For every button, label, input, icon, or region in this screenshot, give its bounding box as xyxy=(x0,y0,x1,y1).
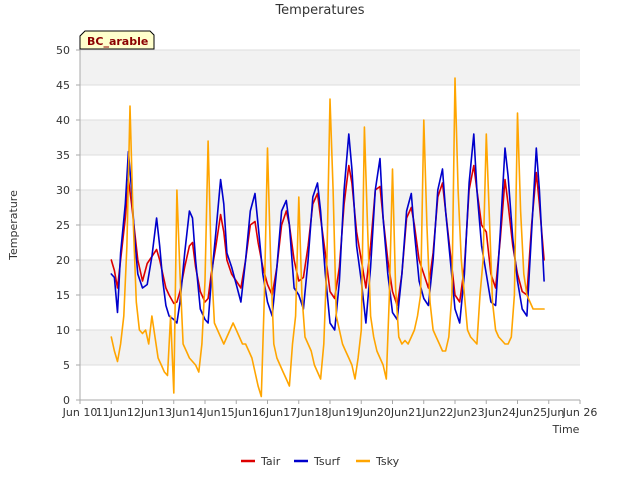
x-tick-label: 17Jun xyxy=(283,406,314,419)
x-tick-label: 21Jun xyxy=(408,406,439,419)
x-tick-label: 18Jun xyxy=(314,406,345,419)
legend: Tair Tsurf Tsky xyxy=(241,455,400,468)
y-tick-label: 15 xyxy=(56,289,70,302)
x-tick-label: 20Jun xyxy=(377,406,408,419)
x-tick-label: 12Jun xyxy=(127,406,158,419)
y-tick-label: 35 xyxy=(56,149,70,162)
x-axis-label: Time xyxy=(552,423,580,436)
y-tick-label: 10 xyxy=(56,324,70,337)
x-tick-label: 19Jun xyxy=(346,406,377,419)
legend-label-tair: Tair xyxy=(260,455,281,468)
series-lines xyxy=(110,77,545,398)
x-tick-label: 25Jun xyxy=(533,406,564,419)
series-line-tsky xyxy=(110,77,545,398)
x-tick-label: 13Jun xyxy=(158,406,189,419)
x-tick-label: Jun 10 xyxy=(62,406,98,419)
y-tick-label: 40 xyxy=(56,114,70,127)
site-badge-label: BC_arable xyxy=(87,35,148,48)
series-line-tsurf xyxy=(110,133,545,331)
x-tick-label: 16Jun xyxy=(252,406,283,419)
grid-band xyxy=(80,50,580,85)
site-badge-box xyxy=(79,30,155,50)
x-tick-label: 22Jun xyxy=(439,406,470,419)
x-tick-label: 15Jun xyxy=(221,406,252,419)
grid-band xyxy=(80,190,580,225)
chart-title: Temperatures xyxy=(274,3,364,18)
y-tick-label: 20 xyxy=(56,254,70,267)
x-tick-label: Jun 26 xyxy=(562,406,598,419)
x-tick-label: 11Jun xyxy=(96,406,127,419)
y-tick-label: 25 xyxy=(56,219,70,232)
site-badge: BC_arable xyxy=(79,30,155,50)
x-tick-label: 24Jun xyxy=(502,406,533,419)
legend-label-tsky: Tsky xyxy=(375,455,400,468)
y-axis-ticks: 0 5 10 15 20 25 30 35 40 45 50 xyxy=(56,44,80,407)
legend-label-tsurf: Tsurf xyxy=(313,455,341,468)
x-tick-label: 14Jun xyxy=(189,406,220,419)
x-tick-label: 23Jun xyxy=(471,406,502,419)
y-tick-label: 50 xyxy=(56,44,70,57)
grid-band xyxy=(80,330,580,365)
y-tick-label: 0 xyxy=(63,394,70,407)
y-tick-label: 5 xyxy=(63,359,70,372)
y-axis-label: Temperature xyxy=(7,190,20,261)
y-tick-label: 45 xyxy=(56,79,70,92)
y-tick-label: 30 xyxy=(56,184,70,197)
